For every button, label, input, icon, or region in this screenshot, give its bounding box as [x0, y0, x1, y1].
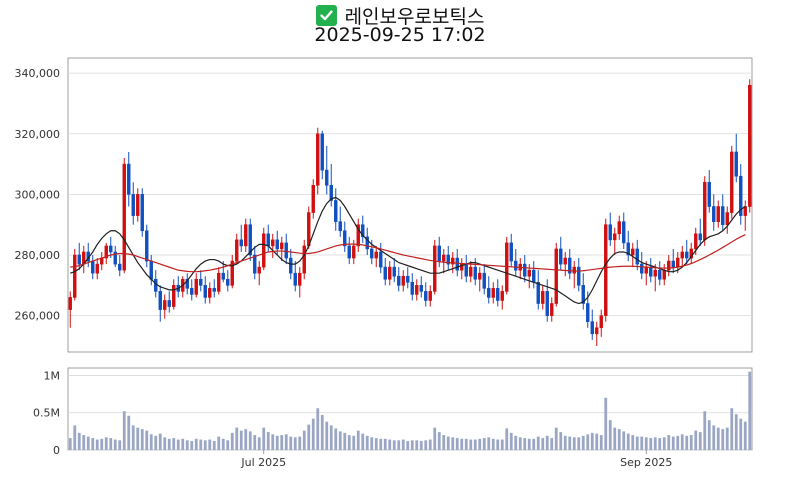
svg-text:320,000: 320,000 — [15, 128, 61, 141]
green-check-icon — [315, 5, 337, 26]
svg-text:340,000: 340,000 — [15, 67, 61, 80]
timestamp: 2025-09-25 17:02 — [314, 24, 486, 46]
svg-text:0: 0 — [53, 444, 60, 457]
svg-text:Sep 2025: Sep 2025 — [620, 456, 672, 469]
svg-text:Jul 2025: Jul 2025 — [240, 456, 286, 469]
stock-name: 레인보우로보틱스 — [344, 6, 485, 28]
svg-text:0.5M: 0.5M — [33, 407, 60, 420]
svg-text:260,000: 260,000 — [15, 310, 61, 323]
svg-text:280,000: 280,000 — [15, 249, 61, 262]
svg-text:300,000: 300,000 — [15, 188, 61, 201]
title-row: 레인보우로보틱스 — [0, 2, 800, 29]
chart-header: 레인보우로보틱스 2025-09-25 17:02 — [0, 0, 800, 46]
svg-text:1M: 1M — [44, 369, 61, 382]
